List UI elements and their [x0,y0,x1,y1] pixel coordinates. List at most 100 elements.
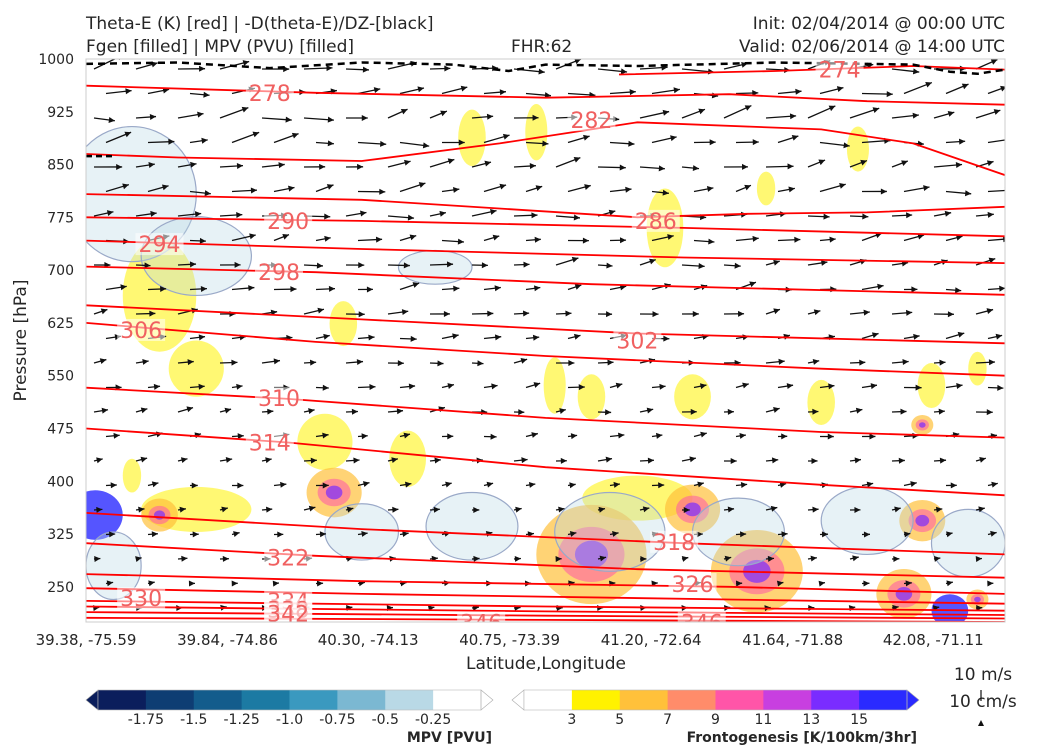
theta-e-label-bg [254,387,303,410]
wind-vector-head [538,68,545,75]
wind-vector-head [776,580,784,587]
wind-vector-head [991,481,998,488]
wind-vector-head [770,505,778,512]
wind-vector-head [569,531,577,537]
mpv-fill-patch [930,508,1005,578]
wind-vector-head [773,308,780,315]
wind-vector-head [197,111,204,118]
theta-e-label: 330 [120,587,162,612]
wind-vector-head [812,358,820,365]
wind-vector-head [886,91,893,98]
wind-vector-head [148,580,155,587]
wind-vector-head [862,213,869,220]
x-tick-label: 40.75, -73.39 [459,631,560,649]
wind-vector-head [628,140,635,147]
wind-vector-head [958,138,966,145]
wind-vector-head [190,161,197,168]
y-tick-label: 400 [47,474,74,490]
wind-vector-head [828,383,835,390]
wind-vector-head [852,555,859,562]
wind-vector-head [518,409,525,416]
wind-vector-head [326,65,333,72]
wind-vector-head [647,457,654,464]
wind-vector-head [278,162,285,169]
wind-vector-head [573,157,581,163]
wind-vector-head [683,506,690,513]
mpv-colorbar-swatch [337,690,386,710]
wind-vector-head [975,556,982,562]
wind-vector-head [923,185,930,192]
theta-e-label-bg [254,261,303,284]
fgen-colorbar-swatch [524,690,573,710]
wind-vector-head [322,384,329,391]
wind-vector-head [116,163,123,170]
wind-vector-head [976,604,983,611]
fgen-fill-patch [122,458,142,493]
y-tick-label: 475 [47,421,74,437]
wind-vector-head [608,209,616,216]
wind-vector-head [744,105,752,111]
fgen-colorbar-tick: 5 [615,712,624,728]
wind-vector-head [520,358,528,364]
wind-vector-head [199,65,206,72]
wind-vector-head [138,506,145,513]
wind-vector-head [787,163,794,170]
wind-vector-head [649,258,656,265]
theta-e-label: 298 [258,261,300,286]
wind-vector-head [375,236,383,243]
wind-vector-head [706,186,714,192]
wind-vector-head [810,555,817,562]
fill-layer [86,104,1005,622]
theta-e-label-layer: 3303343383423463463263223183143103063022… [117,59,864,622]
wind-vector-head [906,212,913,219]
wind-vector-head [681,555,689,562]
wind-vector-head [902,359,909,366]
wind-vector-head [692,165,700,172]
theta-e-label-bg [631,209,680,232]
wind-vector-head [397,360,404,367]
fgen-fill-patch [577,374,606,420]
wind-vector-head [828,105,836,112]
wind-vector-head [903,531,911,538]
wind-vector-head [625,186,632,193]
wind-vector-head [658,482,665,489]
theta-e-label-bg [245,431,294,454]
theta-e-contour-290 [86,216,1005,238]
wind-vector-head [403,262,410,269]
theta-e-label-bg [668,572,717,595]
wind-vector-head [870,383,877,390]
fgen-fill-patch [917,363,946,409]
wind-vector-head [487,310,494,317]
wind-vector-head [542,140,549,147]
wind-vector-head [658,165,665,172]
wind-vector-head [446,261,454,268]
wind-vector-head [744,184,751,191]
mpv-colorbar-frame [97,689,482,711]
reference-vector-horizontal: 10 m/s [954,665,1012,685]
wind-vector-head [946,580,953,587]
wind-vector-head [531,432,538,438]
wind-vector-head [578,384,585,391]
wind-vector-head [96,457,103,464]
wind-vector-head [955,234,963,241]
x-tick-label: 39.38, -75.59 [36,631,137,649]
fgen-colorbar-swatch [763,690,812,710]
wind-vector-head [836,86,844,92]
wind-vector-head [863,531,870,538]
wind-vector-head [788,186,795,193]
wind-vector-head [458,139,465,146]
wind-vector [987,238,1005,242]
mpv-colorbar-swatch [98,690,147,710]
wind-vector-head [180,457,188,464]
wind-vector-head [811,457,818,464]
wind-vector-head [203,91,210,98]
theta-e-label: 274 [819,59,861,84]
wind-vector-head [447,158,455,165]
wind-vector-head [204,190,211,197]
wind-vector-head [153,383,161,390]
wind-vector-head [502,133,510,140]
fgen-colorbar-label: Frontogenesis [K/100km/3hr] [687,730,917,746]
wind-vector-head [531,212,538,219]
theta-e-contour-330 [86,587,1005,605]
theta-e-label-bg [264,209,313,232]
